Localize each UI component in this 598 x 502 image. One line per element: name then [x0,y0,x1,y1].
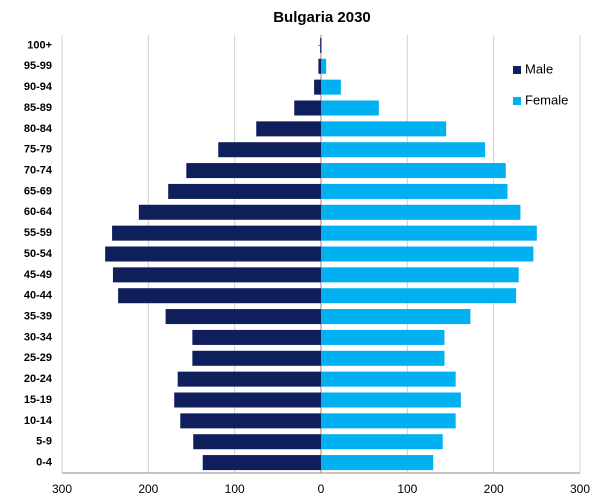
legend-swatch [513,66,521,74]
y-tick-label: 40-44 [24,290,53,302]
bar [186,163,321,179]
y-tick-label: 15-19 [24,394,52,406]
bar [177,371,321,387]
bar [118,288,321,304]
bar [294,100,321,116]
bar [192,329,321,345]
y-tick-label: 20-24 [24,373,53,385]
bar [321,329,445,345]
bar [256,121,321,137]
legend-label: Female [525,92,568,107]
bar [321,434,443,450]
bar [112,225,321,241]
bar [174,392,321,408]
y-tick-label: 30-34 [24,331,53,343]
x-tick-label: 0 [318,482,325,496]
y-tick-label: 35-39 [24,310,52,322]
bar [321,121,447,137]
bar [321,455,434,471]
bar [321,100,379,116]
bar [321,246,534,262]
legend-label: Male [525,61,553,76]
bar [314,79,321,95]
x-tick-label: 100 [397,482,417,496]
y-tick-label: 0-4 [36,456,53,468]
bar [321,58,327,74]
x-tick-label: 100 [225,482,245,496]
bar [321,392,461,408]
bar [180,413,321,429]
bar [321,225,537,241]
y-tick-label: 85-89 [24,102,52,114]
y-tick-label: 5-9 [36,436,52,448]
y-tick-label: 80-84 [24,123,53,135]
y-tick-label: 90-94 [24,81,53,93]
bar [105,246,322,262]
y-tick-label: 10-14 [24,415,53,427]
bar [321,371,456,387]
y-tick-label: 70-74 [24,164,53,176]
y-tick-label: 65-69 [24,185,52,197]
bar [202,455,321,471]
y-tick-label: 25-29 [24,352,52,364]
y-tick-label: 45-49 [24,269,52,281]
bar [320,37,321,53]
bar [112,267,321,283]
bar [321,413,456,429]
bar [321,183,508,199]
y-tick-label: 75-79 [24,144,52,156]
bar [321,267,519,283]
y-tick-label: 95-99 [24,60,52,72]
bar [321,79,341,95]
bar [321,142,486,158]
bar [168,183,321,199]
bar [321,288,517,304]
legend-swatch [513,97,521,105]
bar [321,309,471,325]
y-tick-label: 60-64 [24,206,53,218]
x-tick-label: 300 [570,482,590,496]
bar [321,37,322,53]
bar [192,350,321,366]
bar [321,163,506,179]
bar [138,204,321,220]
y-tick-label: 100+ [27,39,52,51]
bar [218,142,321,158]
x-tick-label: 200 [138,482,158,496]
bar [318,58,321,74]
chart-title: Bulgaria 2030 [273,9,371,26]
y-tick-label: 55-59 [24,227,52,239]
y-tick-label: 50-54 [24,248,53,260]
bar [193,434,321,450]
bar [165,309,321,325]
x-tick-label: 200 [484,482,504,496]
bar [321,350,445,366]
bar [321,204,521,220]
x-tick-label: 300 [52,482,72,496]
